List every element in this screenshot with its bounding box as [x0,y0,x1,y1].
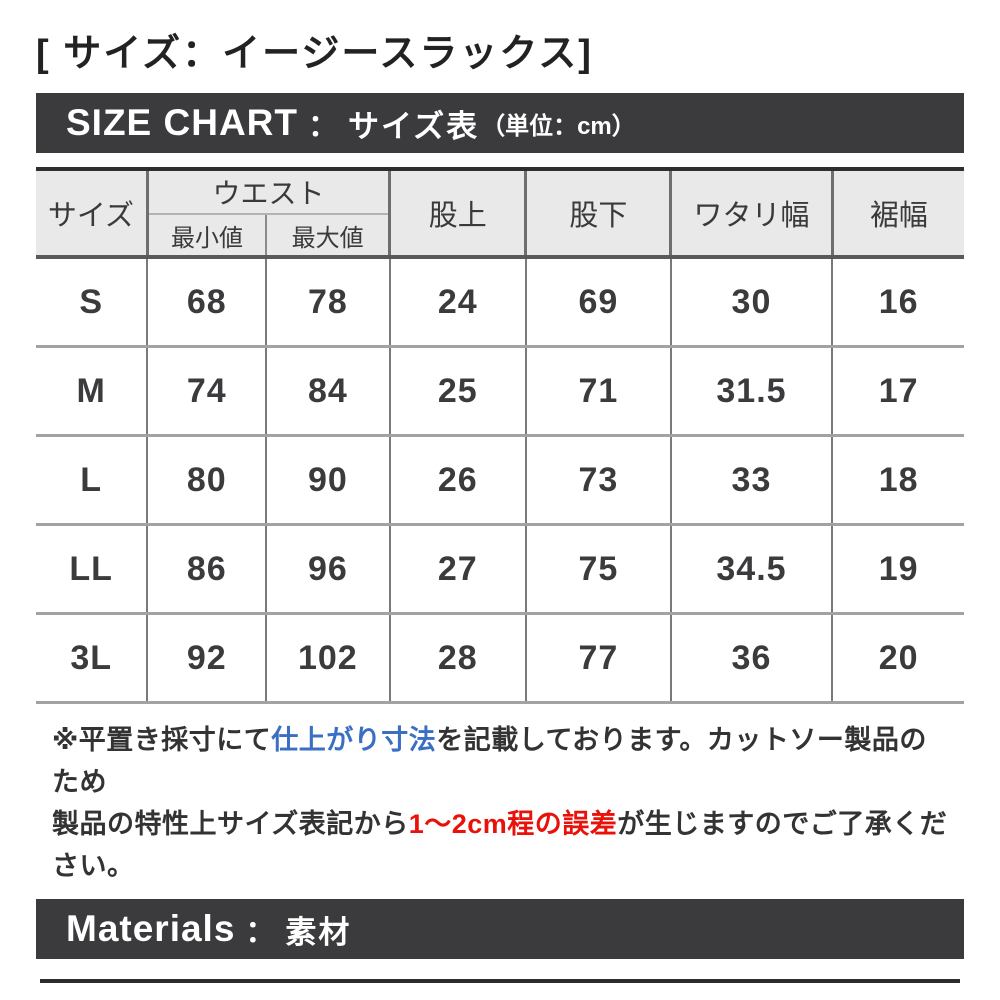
cell-waist-min: 74 [146,345,267,436]
cell-thigh-width: 31.5 [669,345,833,436]
cell-thigh-width: 30 [669,257,833,347]
header-waist-max: 最大値 [265,214,390,259]
cell-thigh-width: 33 [669,434,833,525]
cell-waist-max: 90 [265,434,390,525]
cell-size: M [36,345,148,436]
cell-rise: 27 [388,523,526,614]
header-inseam: 股下 [524,169,671,259]
table-row-ll: LL 86 96 27 75 34.5 19 [36,523,964,614]
cell-rise: 25 [388,345,526,436]
size-chart-banner-ja-label: サイズ表 [348,108,480,144]
cell-inseam: 75 [524,523,671,614]
cell-hem-width: 20 [831,612,964,704]
cell-rise: 24 [388,257,526,347]
size-table-body: S 68 78 24 69 30 16 M 74 84 25 71 31.5 1… [36,257,964,704]
cell-hem-width: 18 [831,434,964,525]
cell-size: 3L [36,612,148,704]
cell-hem-width: 19 [831,523,964,614]
materials-top-rule [40,979,960,984]
cell-waist-min: 86 [146,523,267,614]
size-table: サイズ ウエスト 股上 股下 ワタリ幅 裾幅 最小値 最大値 S 68 78 2… [36,167,964,704]
header-size: サイズ [36,169,148,259]
note-line1-post: を記載しております。カットソー製品のため [52,725,927,797]
size-chart-banner: SIZE CHART ： サイズ表 （単位：cm） [36,93,964,153]
note-line1-pre: ※平置き採寸にて [52,725,272,755]
materials-banner-separator: ： [245,916,276,950]
materials-banner: Materials ： 素材 [36,899,964,960]
size-chart-banner-unit-note: （単位：cm） [481,112,636,140]
note-line1-highlight: 仕上がり寸法 [271,725,437,755]
cell-waist-min: 92 [146,612,267,704]
table-row-m: M 74 84 25 71 31.5 17 [36,345,964,436]
cell-rise: 26 [388,434,526,525]
table-row-3l: 3L 92 102 28 77 36 20 [36,612,964,704]
cell-thigh-width: 36 [669,612,833,704]
cell-waist-min: 80 [146,434,267,525]
cell-size: LL [36,523,148,614]
cell-waist-max: 84 [265,345,390,436]
cell-waist-max: 78 [265,257,390,347]
size-chart-banner-en-label: SIZE CHART [66,102,298,143]
cell-inseam: 73 [524,434,671,525]
cell-inseam: 71 [524,345,671,436]
header-thigh-width: ワタリ幅 [669,169,833,259]
note-line2-highlight: 1〜2cm程の誤差 [408,808,618,839]
header-waist: ウエスト [145,169,390,215]
cell-waist-max: 96 [265,523,390,614]
size-table-header: サイズ ウエスト 股上 股下 ワタリ幅 裾幅 最小値 最大値 [36,169,964,259]
size-chart-banner-separator: ： [308,110,338,143]
table-row-l: L 80 90 26 73 33 18 [36,434,964,525]
header-waist-min: 最小値 [145,214,267,259]
note-line2-post: が生じますのでご了承ください。 [52,808,948,881]
cell-rise: 28 [388,612,526,704]
cell-hem-width: 16 [831,257,964,347]
cell-hem-width: 17 [831,345,964,436]
cell-size: L [36,434,148,525]
cell-inseam: 77 [524,612,671,704]
cell-thigh-width: 34.5 [669,523,833,614]
header-hem-width: 裾幅 [830,169,964,259]
cell-waist-min: 68 [146,257,267,347]
measurement-note: ※平置き採寸にて仕上がり寸法を記載しております。カットソー製品のため 製品の特性… [52,720,948,887]
materials-banner-en-label: Materials [66,908,236,950]
table-row-s: S 68 78 24 69 30 16 [36,257,964,347]
note-line2-pre: 製品の特性上サイズ表記から [52,808,409,839]
header-rise: 股上 [388,169,526,259]
cell-size: S [79,282,104,321]
materials-banner-ja-label: 素材 [285,914,352,950]
cell-waist-max: 102 [265,612,390,704]
cell-inseam: 69 [524,257,671,347]
page-title: [ サイズ：イージースラックス] [36,33,593,75]
